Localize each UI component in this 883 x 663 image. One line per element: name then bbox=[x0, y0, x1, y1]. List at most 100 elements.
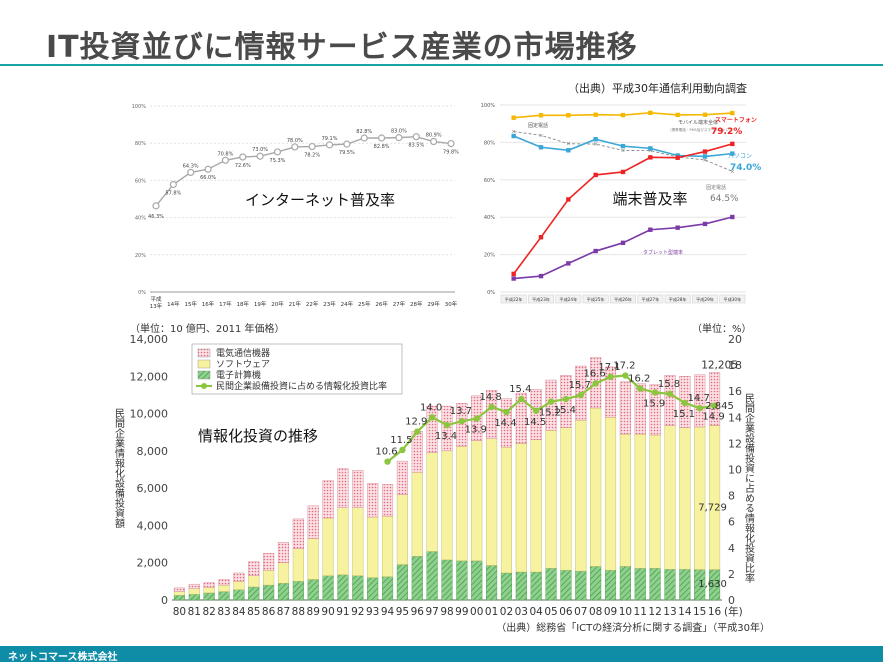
bar-segment bbox=[515, 443, 527, 573]
bar-segment bbox=[292, 518, 304, 549]
data-point bbox=[538, 145, 544, 150]
legend-swatch bbox=[197, 359, 211, 369]
data-point bbox=[675, 225, 680, 230]
legend-label: タブレット型端末 bbox=[643, 249, 683, 256]
x-tick-label: 83 bbox=[217, 606, 230, 618]
ratio-label: 13.9 bbox=[465, 425, 487, 436]
y-tick-label: 80% bbox=[484, 140, 495, 146]
x-tick-label: 96 bbox=[411, 606, 425, 618]
bar-segment bbox=[352, 507, 364, 576]
bar-segment bbox=[679, 569, 691, 601]
bottom-source-note: （出典）総務省「ICTの経済分析に関する調査」（平成30年） bbox=[496, 621, 770, 634]
bar-segment bbox=[233, 572, 245, 582]
ratio-label: 15.1 bbox=[673, 409, 695, 420]
x-tick-label: 01 bbox=[485, 606, 498, 618]
y-tick-label: 4,000 bbox=[137, 519, 169, 532]
bar-segment bbox=[203, 582, 215, 588]
legend-label: ソフトウェア bbox=[216, 359, 270, 370]
bar-segment bbox=[411, 555, 423, 601]
bar-segment bbox=[307, 505, 319, 539]
x-tick-label: 97 bbox=[425, 606, 438, 618]
bar-segment bbox=[694, 374, 706, 428]
x-tick-label: 22年 bbox=[306, 300, 319, 308]
y-tick-label: 60% bbox=[135, 178, 146, 184]
x-tick-box bbox=[610, 294, 636, 304]
bar-segment bbox=[500, 572, 513, 601]
y-tick-label: 6,000 bbox=[137, 482, 169, 495]
bar-segment bbox=[367, 577, 379, 601]
bar-segment bbox=[263, 584, 275, 601]
bar-segment bbox=[367, 483, 379, 518]
ratio-point bbox=[488, 403, 495, 411]
ratio-label: 13.7 bbox=[450, 406, 472, 417]
bar-segment bbox=[634, 433, 646, 569]
data-point bbox=[511, 271, 516, 277]
data-point bbox=[648, 227, 653, 232]
bar-segment bbox=[337, 468, 349, 508]
ratio-label: 10.6 bbox=[375, 447, 397, 458]
y-tick-label: 0% bbox=[487, 290, 495, 296]
data-point bbox=[675, 112, 680, 118]
x-tick-label: 84 bbox=[232, 606, 246, 618]
ratio-point bbox=[518, 395, 525, 403]
x-tick-label: 17年 bbox=[219, 300, 232, 308]
bar-segment bbox=[664, 375, 676, 426]
x-tick-box bbox=[555, 294, 582, 304]
data-point bbox=[675, 155, 680, 160]
y-tick-label: 0% bbox=[138, 290, 146, 296]
data-point bbox=[511, 115, 516, 120]
bar-segment bbox=[486, 438, 498, 566]
x-axis-suffix: (年) bbox=[724, 605, 743, 618]
y-tick-label: 20% bbox=[484, 253, 495, 259]
x-tick-label: 平成29年 bbox=[696, 296, 714, 303]
legend-label: パソコン bbox=[728, 153, 752, 160]
y2-tick-label: 18 bbox=[728, 359, 742, 372]
bar-segment bbox=[486, 390, 498, 439]
x-tick-label: 00 bbox=[470, 606, 483, 618]
data-point bbox=[648, 155, 653, 160]
bar-segment bbox=[619, 566, 631, 601]
device-penetration-chart: 0% 20% 40% 60% 80% 100% 平成22年 平成23年 平成24年 平成25年 平成… bbox=[481, 103, 761, 304]
y-tick-label: 100% bbox=[132, 104, 147, 110]
bar-segment bbox=[218, 591, 230, 601]
x-tick-label: 02 bbox=[500, 606, 513, 618]
x-tick-label: 08 bbox=[589, 606, 602, 618]
ratio-point bbox=[711, 402, 718, 409]
x-tick-label: 86 bbox=[262, 606, 276, 618]
data-point bbox=[239, 153, 247, 161]
bar-segment bbox=[322, 517, 334, 576]
data-label: 46.3% bbox=[148, 214, 164, 220]
x-tick-label: 24年 bbox=[341, 300, 354, 308]
bar-segment bbox=[456, 560, 468, 601]
y-tick-label: 100% bbox=[481, 103, 496, 109]
bar-segment bbox=[367, 516, 379, 578]
bar-segment bbox=[471, 560, 483, 601]
ratio-point bbox=[696, 404, 703, 412]
bar-segment bbox=[396, 460, 408, 495]
data-label: 78.2% bbox=[304, 153, 320, 159]
data-point bbox=[620, 112, 626, 118]
bar-segment bbox=[307, 538, 319, 580]
bar-segment bbox=[248, 575, 260, 588]
segment-label: 1,630 bbox=[698, 579, 727, 590]
y-tick-label: 10,000 bbox=[130, 408, 169, 421]
right-unit-label: （単位：%） bbox=[692, 322, 752, 335]
ratio-point bbox=[443, 421, 451, 429]
x-tick-label: 27年 bbox=[393, 300, 406, 308]
bar-segment bbox=[530, 571, 542, 601]
company-name: ネットコマース株式会社 bbox=[8, 652, 118, 663]
y2-tick-label: 4 bbox=[728, 542, 735, 555]
bar-segment bbox=[292, 581, 304, 601]
bar-segment bbox=[530, 439, 542, 573]
data-point bbox=[447, 139, 455, 148]
ratio-label: 14.7 bbox=[688, 393, 710, 404]
bar-segment bbox=[664, 569, 676, 601]
x-tick-label: 11 bbox=[634, 606, 647, 618]
bar-segment bbox=[441, 559, 453, 601]
series-line bbox=[513, 131, 733, 172]
y-tick-label: 40% bbox=[484, 215, 495, 221]
bar-segment bbox=[694, 426, 706, 570]
data-point bbox=[204, 165, 212, 173]
ratio-label: 14.5 bbox=[524, 417, 546, 428]
x-tick-label: 平成 13年 bbox=[150, 295, 163, 310]
